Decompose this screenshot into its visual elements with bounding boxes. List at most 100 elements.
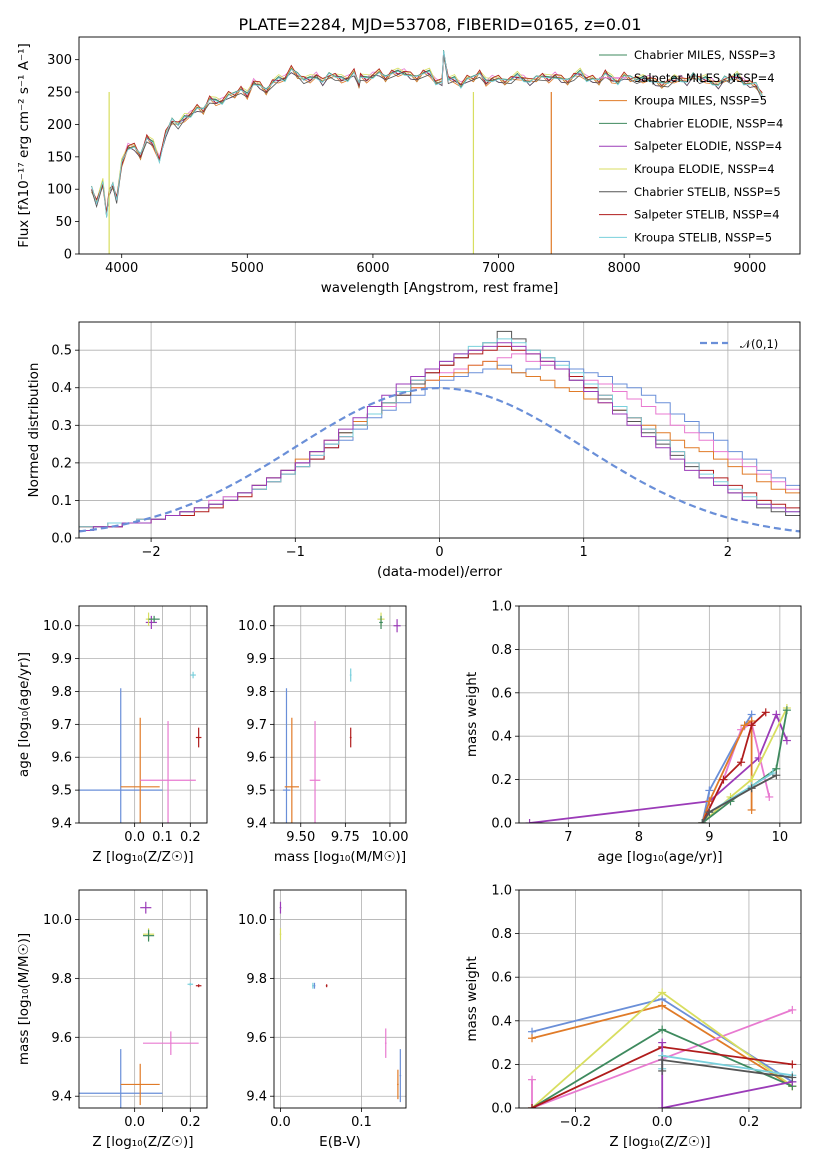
x-axis-label: Z [log₁₀(Z/Z☉)] [92,849,193,865]
plot-area [91,49,763,254]
y-tick-label: 9.8 [51,972,72,987]
y-tick-label: 150 [47,150,72,165]
y-axis-label: Normed distribution [26,363,42,498]
y-tick-label: 9.4 [51,817,72,832]
y-tick-label: 9.9 [51,652,72,667]
y-tick-label: 0.4 [491,1014,512,1029]
x-tick-label: 0.2 [180,830,201,845]
y-tick-label: 0.0 [491,1102,512,1117]
spectrum-line [91,50,763,218]
y-tick-label: 0.8 [491,643,512,658]
y-tick-label: 9.7 [51,718,72,733]
y-tick-label: 0.0 [51,532,72,547]
axes-mass_weight_vs_age: 7 8 9 10 0.0 0.2 0.4 0.6 0.8 1.0 age [log₁₀(age/yr… [464,600,802,865]
axes-frame [273,889,407,1109]
y-tick-label: 0.2 [51,456,72,471]
x-tick-label: 0.2 [739,1115,760,1130]
y-axis-label: mass [log₁₀(M/M☉)] [16,933,32,1065]
x-tick-label: 9000 [733,261,766,276]
y-tick-label: 10.0 [43,619,72,634]
y-tick-label: 10.0 [238,913,267,928]
y-axis-label: mass weight [464,956,480,1041]
x-tick-label: 7 [564,830,572,845]
y-tick-label: 0.6 [491,971,512,986]
histogram-step [79,342,800,531]
axes-frame [518,889,802,1109]
axes-frame [78,605,208,824]
legend-entry: Salpeter MILES, NSSP=4 [634,71,775,85]
mass-weight-line [531,1009,793,1108]
x-tick-label: 0.0 [124,830,145,845]
mass-weight-line [701,721,771,823]
x-tick-label: 2 [724,545,732,560]
y-axis-label: age [log₁₀(age/yr)] [16,652,32,777]
y-tick-label: 9.6 [246,751,267,766]
mass-weight-line [701,774,777,823]
gaussian-curve [79,386,800,533]
x-tick-label: 1 [580,545,588,560]
y-tick-label: 9.8 [246,972,267,987]
plot-area [79,330,800,533]
histogram-step [79,360,800,528]
x-tick-label: 10 [772,830,789,845]
y-tick-label: 200 [47,118,72,133]
y-tick-label: 0.4 [51,381,72,396]
histogram-step [79,360,800,528]
y-tick-label: 0.0 [491,817,512,832]
x-tick-label: 0.0 [124,1115,145,1130]
x-tick-label: 8 [635,830,643,845]
x-axis-label: age [log₁₀(age/yr)] [597,849,722,865]
x-tick-label: 9 [705,830,713,845]
axes-frame [78,36,801,255]
mass-weight-line [701,714,753,823]
spectrum-legend: Chabrier MILES, NSSP=3 Salpeter MILES, NS… [599,48,783,244]
axes-age_vs_mass: 9.50 9.75 10.00 9.4 9.5 9.6 9.7 9.8 9.9 10.0 mass … [238,605,409,865]
y-tick-label: 0.1 [51,494,72,509]
y-tick-label: 9.4 [246,1090,267,1105]
y-axis-label: mass weight [464,672,480,757]
y-tick-label: 10.0 [43,913,72,928]
plot-area [79,612,202,823]
axes-frame [78,889,208,1109]
plot-area [282,612,401,823]
axes-frame [78,321,801,539]
legend-entry: Chabrier STELIB, NSSP=5 [634,185,781,199]
y-tick-label: 9.6 [246,1031,267,1046]
y-tick-label: 0.8 [491,927,512,942]
y-tick-label: 300 [47,53,72,68]
y-tick-label: 100 [47,183,72,198]
figure-title: PLATE=2284, MJD=53708, FIBERID=0165, z=0… [238,15,641,34]
x-tick-label: 10.00 [371,830,408,845]
x-tick-label: −2 [142,545,161,560]
x-tick-label: 0.1 [152,830,173,845]
x-axis-label: Z [log₁₀(Z/Z☉)] [609,1134,710,1150]
y-tick-label: 0.6 [491,686,512,701]
y-tick-label: 1.0 [491,600,512,615]
axes-residual_histograms: −2 −1 0 1 2 0.0 0.1 0.2 0.3 0.4 0.5 (data-model)/er… [26,321,801,580]
x-tick-label: 0.0 [270,1115,291,1130]
plot-area [525,703,791,823]
x-tick-label: −0.2 [560,1115,592,1130]
y-axis-label: Flux [fλ10⁻¹⁷ erg cm⁻² s⁻¹ A⁻¹] [16,43,32,248]
y-tick-label: 0.4 [491,730,512,745]
y-tick-label: 0.3 [51,419,72,434]
legend-entry: Chabrier MILES, NSSP=3 [634,48,776,62]
plot-area [79,901,202,1108]
axes-frame [273,605,407,824]
y-tick-label: 50 [55,215,72,230]
y-tick-label: 9.4 [51,1090,72,1105]
spectrum-line [91,53,763,214]
x-axis-label: E(B-V) [319,1134,361,1150]
plots: 4000 5000 6000 7000 8000 90000501001502002503… [16,36,802,1150]
legend-entry: Chabrier ELODIE, NSSP=4 [634,116,783,130]
y-tick-label: 1.0 [491,884,512,899]
x-axis-label: Z [log₁₀(Z/Z☉)] [92,1134,193,1150]
y-tick-label: 9.8 [246,685,267,700]
mass-weight-line [701,711,767,823]
x-axis-label: mass [log₁₀(M/M☉)] [274,849,406,865]
x-tick-label: 5000 [231,261,264,276]
y-tick-label: 9.7 [246,718,267,733]
x-tick-label: 9.75 [331,830,360,845]
y-tick-label: 0.2 [491,773,512,788]
